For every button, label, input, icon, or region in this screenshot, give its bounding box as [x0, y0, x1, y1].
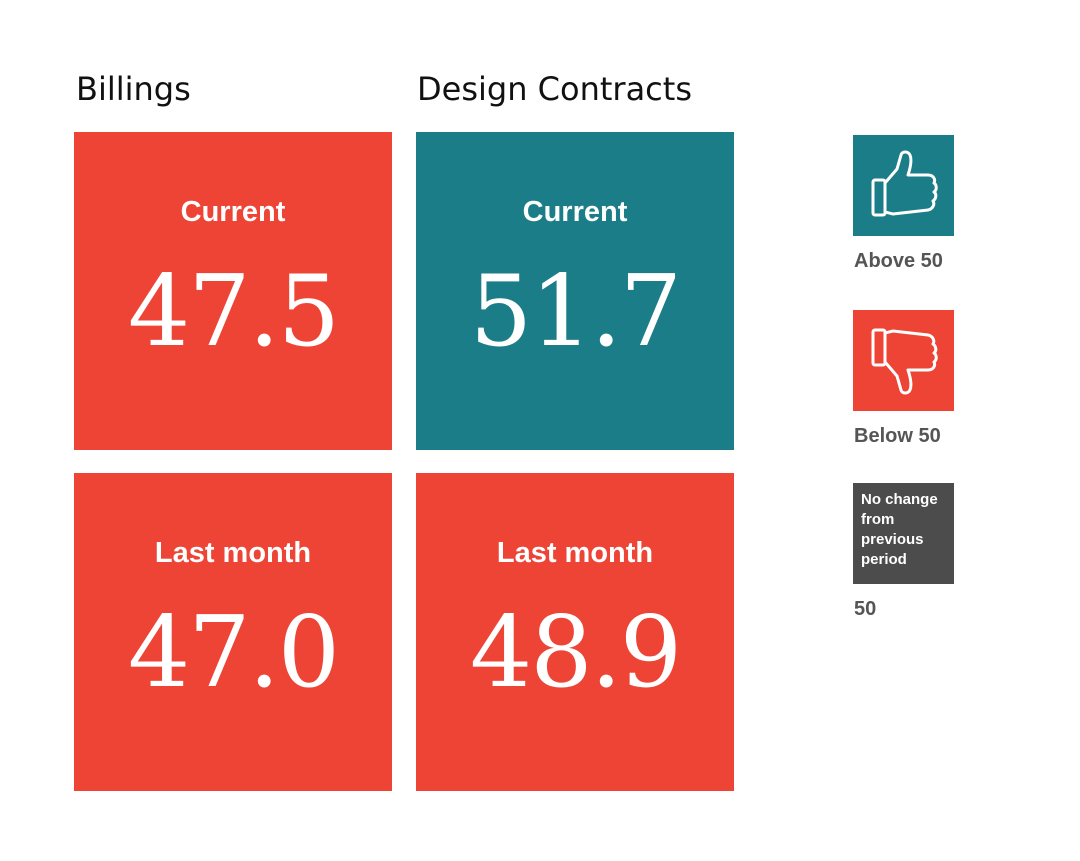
billings-current-value: 47.5: [127, 255, 340, 369]
design-contracts-title: Design Contracts: [417, 70, 692, 108]
design-contracts-current-tile: Current 51.7: [416, 132, 734, 450]
thumbs-up-icon: [871, 150, 938, 217]
legend-below-label: Below 50: [854, 425, 941, 447]
legend-no-change-swatch: No change from previous period: [853, 483, 954, 584]
legend-above-label: Above 50: [854, 250, 943, 272]
billings-current-tile: Current 47.5: [74, 132, 392, 450]
design-contracts-last-month-tile: Last month 48.9: [416, 473, 734, 791]
billings-last-month-tile: Last month 47.0: [74, 473, 392, 791]
legend-no-change-label: 50: [854, 598, 877, 620]
legend-below-swatch: [853, 310, 954, 411]
thumbs-down-icon: [871, 328, 938, 395]
design-contracts-last-month-value: 48.9: [469, 596, 682, 710]
design-contracts-current-label: Current: [522, 196, 628, 228]
design-contracts-last-month-label: Last month: [496, 537, 654, 569]
legend-no-change-text: No change from previous period: [861, 491, 938, 568]
design-contracts-current-value: 51.7: [469, 255, 682, 369]
billings-last-month-value: 47.0: [127, 596, 340, 710]
billings-current-label: Current: [180, 196, 286, 228]
billings-last-month-label: Last month: [154, 537, 312, 569]
legend-above-swatch: [853, 135, 954, 236]
billings-title: Billings: [76, 70, 191, 108]
